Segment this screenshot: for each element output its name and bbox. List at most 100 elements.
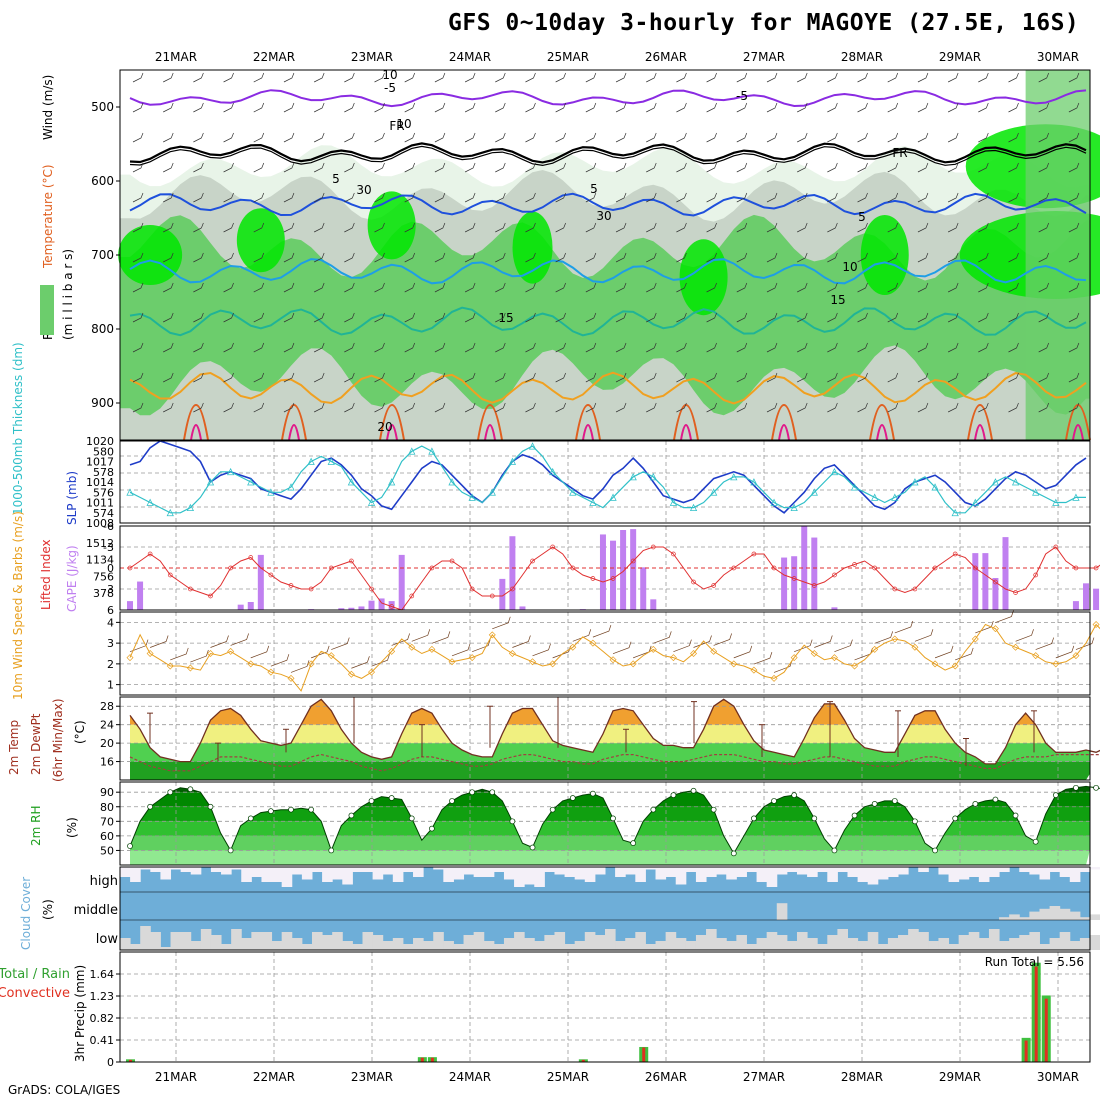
wind-barb [978,372,989,383]
date-label-top: 25MAR [547,50,589,64]
cape-bar [610,540,617,610]
wind-barb [495,282,506,293]
wind-frame [119,611,1091,696]
wind-barb [495,132,506,143]
contour-label: -5 [384,81,396,95]
rh2m-point [429,825,435,832]
wind-barb-10m [492,616,511,630]
li-point [328,565,334,571]
cloud-low-bar [251,932,262,950]
wind-barb [827,372,838,383]
rh2m-point [831,847,838,854]
wind-barb [947,252,959,263]
cape-bar [398,554,405,610]
cloud-high-bar [938,867,950,875]
wind-barb-10m [1055,645,1075,659]
cloud-low-bar [574,941,586,950]
contour-label: FR [892,146,907,160]
wind-barb [404,222,416,233]
rh-patch-bright [860,215,909,295]
li-point [1033,572,1039,578]
date-label-top: 26MAR [645,50,687,64]
wind-barb [827,72,838,83]
wind-barb [374,162,385,173]
wind-barb [827,282,838,293]
wind-speed-point [488,631,496,639]
thickness-point [206,478,215,486]
cape-bar [599,534,606,610]
li-point [1013,590,1018,595]
cloud-low-bar [483,941,495,950]
cloud-low-bar [301,944,313,950]
wind-speed-point [750,666,758,674]
rh2m-point [368,798,375,804]
wind-barb [132,72,144,83]
cloud-low-bar [190,941,202,950]
wind-barb [646,72,657,83]
cloud-low-bar [160,947,172,950]
cloud-high-bar [695,867,707,882]
wind-barb [163,342,174,353]
precip-convective-bar [430,1057,434,1062]
wind-barb [1068,132,1080,143]
cloud-low-bar [564,944,576,950]
wind-barb [1038,372,1050,383]
cloud-high-bar [796,867,808,875]
cloud-low-bar [877,944,889,950]
temp-frame [119,696,1091,781]
wind-barb [766,192,778,203]
wind-barb [676,72,687,83]
wind-barb [585,132,597,143]
thickness-point [810,488,818,496]
thickness-point [669,498,678,506]
cloud-high-bar [807,867,818,877]
rh2m-point [710,806,717,813]
isotherm-25 [869,404,895,441]
cloud-low-bar [716,938,727,950]
cloud-low-bar [928,941,939,950]
thickness-point [1052,498,1060,506]
wind-barb [736,102,748,113]
slp-tick-label: 1017 [86,456,114,469]
wind-speed-point [871,645,879,653]
wind-speed-point [428,645,436,653]
temp-tick-label: 24 [100,719,114,732]
wind-speed-point [347,670,355,678]
wind-barb [313,222,325,233]
wind-barb [132,252,144,263]
cloud-high-bar [443,867,454,882]
wind-barb [766,222,778,233]
wind-barb [163,282,174,293]
wind-barb [193,312,204,323]
li-tick-label: -6 [103,520,114,533]
slp-tick-label: 1014 [86,476,114,489]
cloud-low-bar [615,941,626,950]
precip-tick-label: 0 [107,1056,114,1069]
rh2m-point [690,787,697,794]
cloud-high-bar [584,867,596,882]
wind-barb [1038,282,1050,293]
wind-speed-point [126,654,134,662]
cloud-low-bar [140,926,151,950]
wind-barb [132,132,144,143]
wind-barb [404,402,416,413]
cloud-low-bar [352,944,363,950]
li-point [892,586,898,592]
wind-barb [676,222,687,233]
wind-barb [193,162,204,173]
cloud-low-bar [625,938,636,950]
wind-barb [706,402,717,413]
wind-barb [646,162,657,173]
thickness-point [1072,493,1080,501]
cloud-high-bar [554,867,566,875]
cape-bar [509,536,516,610]
wind-barb [706,192,717,203]
cape-bar [630,529,637,610]
wind-barb [283,342,295,353]
wind-barb-10m [713,633,732,646]
precip-tick-label: 0.82 [90,1012,115,1025]
wind-barb [706,132,717,143]
li-point [711,583,717,588]
wind-barb [646,252,657,263]
slp-ylabel-thickness: 1000-500mb Thickness (dm) [11,342,25,515]
